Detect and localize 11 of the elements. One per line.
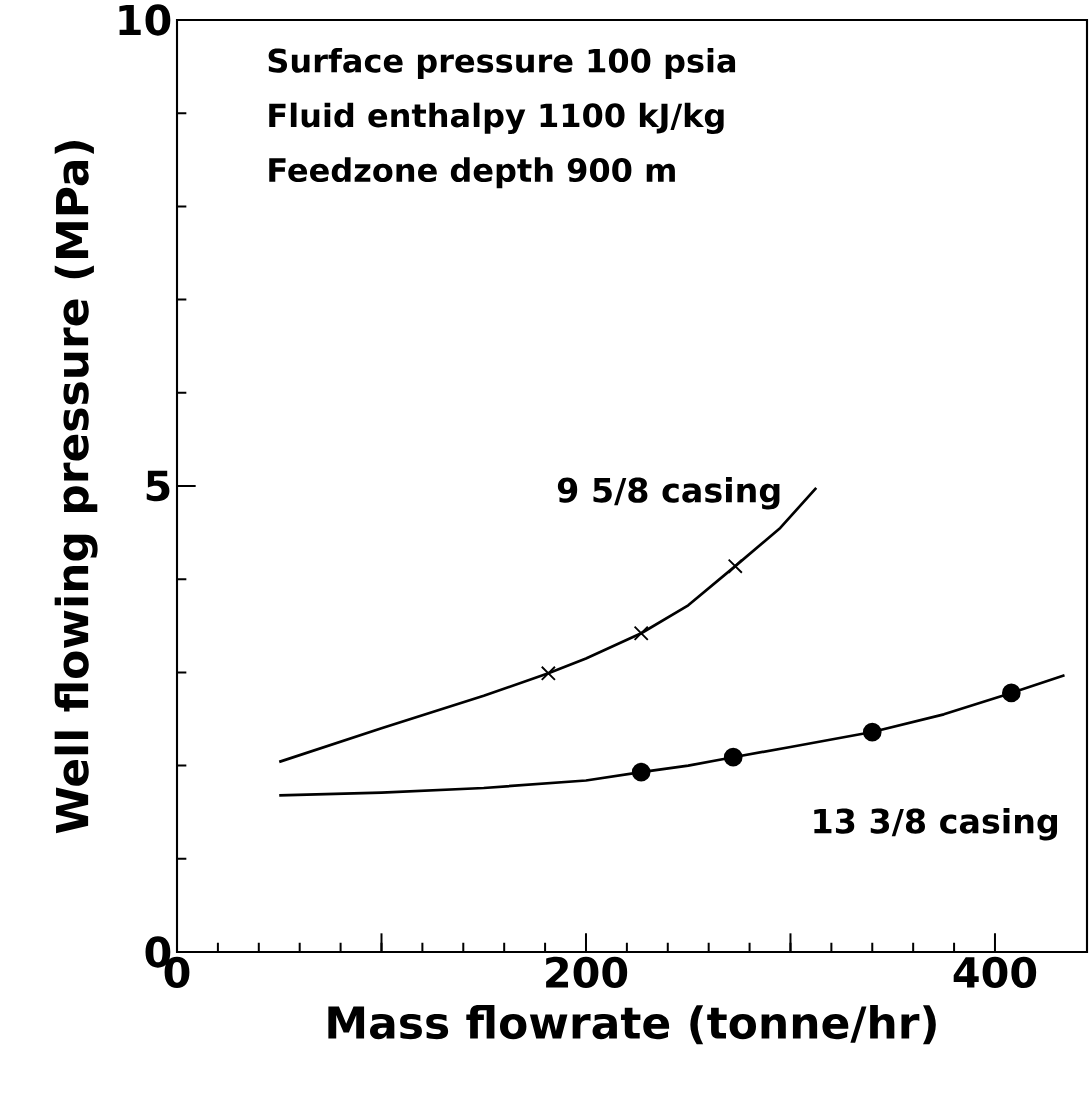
annotation: Fluid enthalpy 1100 kJ/kg (269, 102, 724, 134)
y-tick-label: 5 (146, 470, 170, 502)
x-axis-title: Mass flowrate (tonne/hr) (328, 1005, 936, 1045)
annotation: Feedzone depth 900 m (269, 157, 675, 189)
series-label: 13 3/8 casing (814, 807, 1058, 841)
x-tick-label: 200 (546, 956, 628, 988)
y-axis-title: Well flowing pressure (MPa) (54, 141, 98, 834)
series-label: 9 5/8 casing (557, 476, 780, 510)
annotation: Surface pressure 100 psia (268, 48, 736, 79)
y-tick-label: 10 (119, 4, 171, 36)
x-tick-label: 400 (953, 956, 1037, 988)
